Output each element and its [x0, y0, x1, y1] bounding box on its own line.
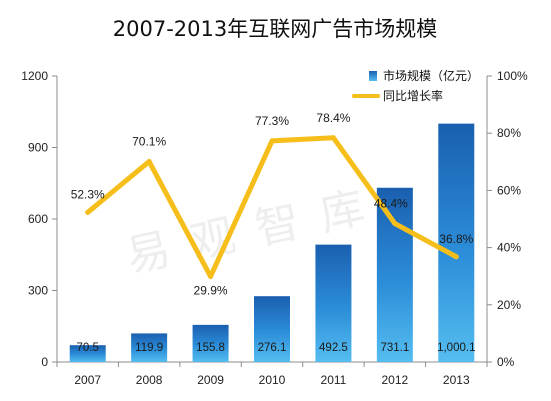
bar-value-label: 276.1 [258, 342, 287, 354]
line-value-label: 70.1% [132, 135, 166, 149]
data-labels: 70.5 119.9 155.8 276.1 492.5 731.1 1,000.1 52.3… [71, 111, 476, 354]
y-right-tick-label: 60% [497, 183, 521, 197]
axes: 0 300 600 900 1200 0% 20% 40% 60% 80% 100% 2007 2008… [21, 69, 528, 387]
bar [192, 324, 229, 362]
bar [254, 296, 290, 362]
y-right-tick-label: 40% [497, 241, 521, 255]
line-series [85, 135, 459, 279]
x-tick-label: 2007 [74, 373, 101, 387]
y-left-tick-label: 1200 [21, 69, 48, 83]
line-point [330, 135, 336, 141]
line-point [208, 273, 214, 279]
bar-series [69, 123, 475, 363]
x-tick-label: 2010 [259, 373, 286, 387]
legend-label-bar: 市场规模（亿元） [383, 68, 479, 83]
line-value-label: 52.3% [71, 187, 105, 201]
line-point [392, 221, 398, 227]
bar-value-label: 731.1 [380, 342, 409, 354]
x-tick-label: 2013 [443, 373, 470, 387]
y-left-tick-label: 900 [28, 141, 48, 155]
x-tick-label: 2008 [136, 373, 163, 387]
bar [438, 123, 475, 363]
x-tick-label: 2012 [382, 373, 409, 387]
line-value-label: 78.4% [316, 111, 350, 125]
line-point [453, 254, 459, 260]
bar-value-label: 119.9 [135, 342, 163, 354]
line-point [85, 209, 91, 215]
line-value-label: 77.3% [255, 114, 289, 128]
bar-value-label: 155.8 [196, 342, 225, 354]
y-left-tick-label: 600 [28, 212, 48, 226]
bar-value-label: 70.5 [77, 342, 99, 354]
y-left-tick-label: 0 [41, 355, 48, 369]
line-value-label: 29.9% [194, 283, 228, 297]
line-value-label: 36.8% [439, 232, 473, 246]
legend: 市场规模（亿元） 同比增长率 [352, 68, 479, 103]
bar [315, 244, 352, 362]
line-point [269, 138, 275, 144]
y-right-tick-label: 0% [497, 355, 515, 369]
line-value-label: 48.4% [374, 197, 408, 211]
y-right-tick-label: 80% [497, 126, 521, 140]
bar [69, 345, 106, 362]
bar-value-label: 492.5 [319, 342, 348, 354]
line-point [146, 159, 152, 165]
y-right-tick-label: 100% [497, 69, 528, 83]
legend-label-line: 同比增长率 [383, 88, 443, 103]
x-tick-label: 2009 [197, 373, 224, 387]
legend-swatch-bar [369, 71, 377, 81]
x-tick-label: 2011 [321, 373, 347, 387]
bar [376, 187, 413, 362]
chart-title: 2007-2013年互联网广告市场规模 [113, 17, 437, 41]
bar [131, 333, 168, 362]
bar-value-label: 1,000.1 [437, 342, 475, 354]
y-right-tick-label: 20% [497, 298, 521, 312]
y-left-tick-label: 300 [28, 284, 48, 298]
